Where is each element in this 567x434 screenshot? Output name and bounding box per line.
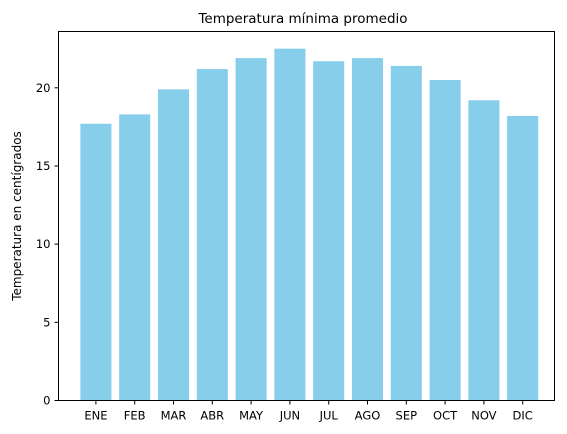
bar-sep <box>390 65 422 401</box>
x-tick-label: JUN <box>279 409 300 423</box>
x-tick-label: MAR <box>161 409 187 423</box>
plot-frame <box>58 31 555 401</box>
bar-jun <box>274 48 306 401</box>
bar-ago <box>351 58 384 401</box>
x-tick-label: NOV <box>471 409 496 423</box>
x-tick-label: DIC <box>513 409 533 423</box>
x-tick-label: ABR <box>200 409 224 423</box>
bar-ene <box>80 123 112 401</box>
bar-nov <box>468 100 500 401</box>
x-tick-label: OCT <box>433 409 458 423</box>
x-tick-label: ENE <box>84 409 107 423</box>
y-tick-label: 10 <box>36 237 51 251</box>
bar-may <box>235 58 267 401</box>
y-tick-label: 0 <box>43 394 50 408</box>
bar-feb <box>119 114 151 401</box>
bar-jul <box>313 61 345 401</box>
x-tick-label: MAY <box>239 409 264 423</box>
y-tick-label: 15 <box>36 159 51 173</box>
y-axis-label: Temperatura en centígrados <box>10 131 24 302</box>
bar-dic <box>507 115 539 401</box>
y-axis-ticks: 0 5 10 15 20 <box>36 81 59 408</box>
x-axis-ticks: ENE FEB MAR ABR MAY JUN JUL AGO SEP OCT NOV DIC <box>84 400 533 423</box>
bar-mar <box>157 89 190 401</box>
x-tick-label: JUL <box>319 409 339 423</box>
y-tick-label: 20 <box>36 81 51 95</box>
bar-oct <box>429 79 461 401</box>
x-tick-label: AGO <box>355 409 381 423</box>
y-tick-label: 5 <box>43 315 50 329</box>
chart-title: Temperatura mínima promedio <box>197 11 407 27</box>
bar-abr <box>196 69 228 401</box>
bars-group <box>80 48 539 401</box>
x-tick-label: FEB <box>124 409 146 423</box>
x-tick-label: SEP <box>396 409 418 423</box>
